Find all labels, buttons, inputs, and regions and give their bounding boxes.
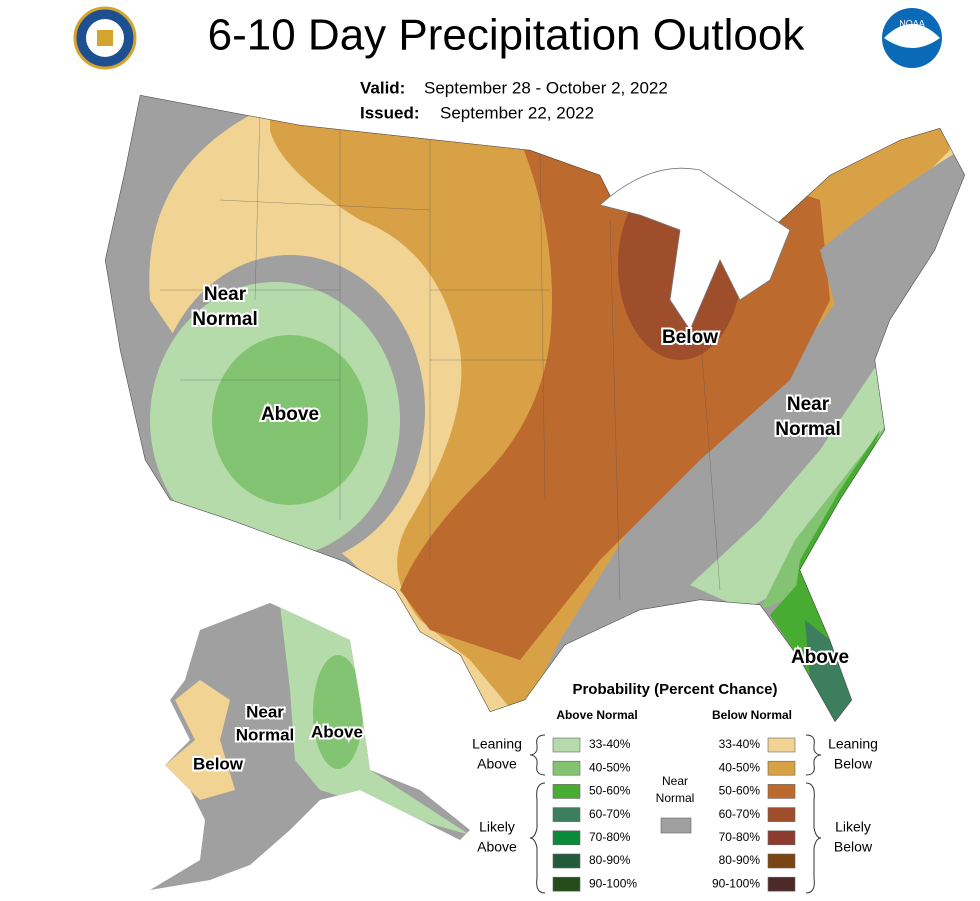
legend-group: Likely [479, 819, 515, 835]
legend-swatch [767, 737, 796, 753]
legend-group: Leaning [828, 736, 878, 752]
legend-group: Below [834, 839, 873, 855]
legend-braces [529, 734, 822, 894]
map-label: Above [791, 647, 849, 668]
map-label: Below [193, 754, 244, 773]
legend-swatch [767, 853, 796, 869]
legend-range: 50-60% [589, 784, 631, 798]
map-label: Near [246, 702, 284, 721]
legend-swatch [767, 876, 796, 892]
legend-range: 80-90% [589, 853, 631, 867]
legend-heading: Above Normal [556, 708, 637, 722]
legend-group: Below [834, 756, 873, 772]
legend-swatch [552, 784, 581, 799]
map-label: Normal [775, 419, 840, 440]
legend-group: Above [477, 756, 517, 772]
valid-dates: September 28 - October 2, 2022 [424, 78, 668, 97]
legend-group: Leaning [472, 736, 522, 752]
legend-swatch [552, 807, 581, 822]
map-label: Near [787, 394, 830, 415]
legend-range: 90-100% [589, 876, 637, 890]
noaa-logo: NOAA [882, 8, 942, 68]
legend-heading: Below Normal [712, 708, 792, 722]
issued-label: Issued: [360, 103, 420, 122]
great-lakes [599, 167, 791, 331]
legend-swatch [552, 876, 581, 892]
legend-group: Above [477, 839, 517, 855]
map-label: Above [311, 722, 363, 741]
legend-swatch [552, 760, 581, 776]
legend-swatch [767, 807, 796, 822]
valid-label: Valid: [360, 78, 405, 97]
legend-range: 33-40% [719, 737, 761, 751]
legend-range: 50-60% [719, 784, 761, 798]
legend-near-normal: Near [662, 774, 688, 788]
legend-swatch [767, 830, 796, 846]
map-label: Below [662, 327, 718, 348]
legend-swatch [552, 737, 581, 753]
map-label: Above [261, 404, 319, 425]
dynamic-layer: Near Normal Above Below Near Normal Above Near N… [190, 282, 878, 892]
legend-swatch [660, 817, 692, 834]
issued-date: September 22, 2022 [440, 103, 594, 122]
map-label: Normal [236, 725, 295, 744]
legend-range: 70-80% [589, 830, 631, 844]
legend-swatch [552, 853, 581, 869]
legend-range: 33-40% [589, 737, 631, 751]
legend-range: 40-50% [589, 760, 631, 774]
legend-group: Likely [835, 819, 871, 835]
map-label: Normal [192, 309, 257, 330]
legend-swatch [767, 760, 796, 776]
legend-title: Probability (Percent Chance) [572, 681, 777, 698]
doc-logo [73, 6, 137, 70]
legend-swatch [552, 830, 581, 846]
legend-range: 40-50% [719, 760, 761, 774]
legend-range: 80-90% [719, 853, 761, 867]
map-label: Near [204, 284, 247, 305]
noaa-text: NOAA [899, 18, 925, 28]
title: 6-10 Day Precipitation Outlook [208, 11, 806, 60]
legend-near-normal: Normal [656, 791, 695, 805]
legend-range: 70-80% [719, 830, 761, 844]
legend-swatch [767, 784, 796, 799]
legend-range: 60-70% [719, 807, 761, 821]
legend-range: 90-100% [712, 876, 760, 890]
legend-range: 60-70% [589, 807, 631, 821]
